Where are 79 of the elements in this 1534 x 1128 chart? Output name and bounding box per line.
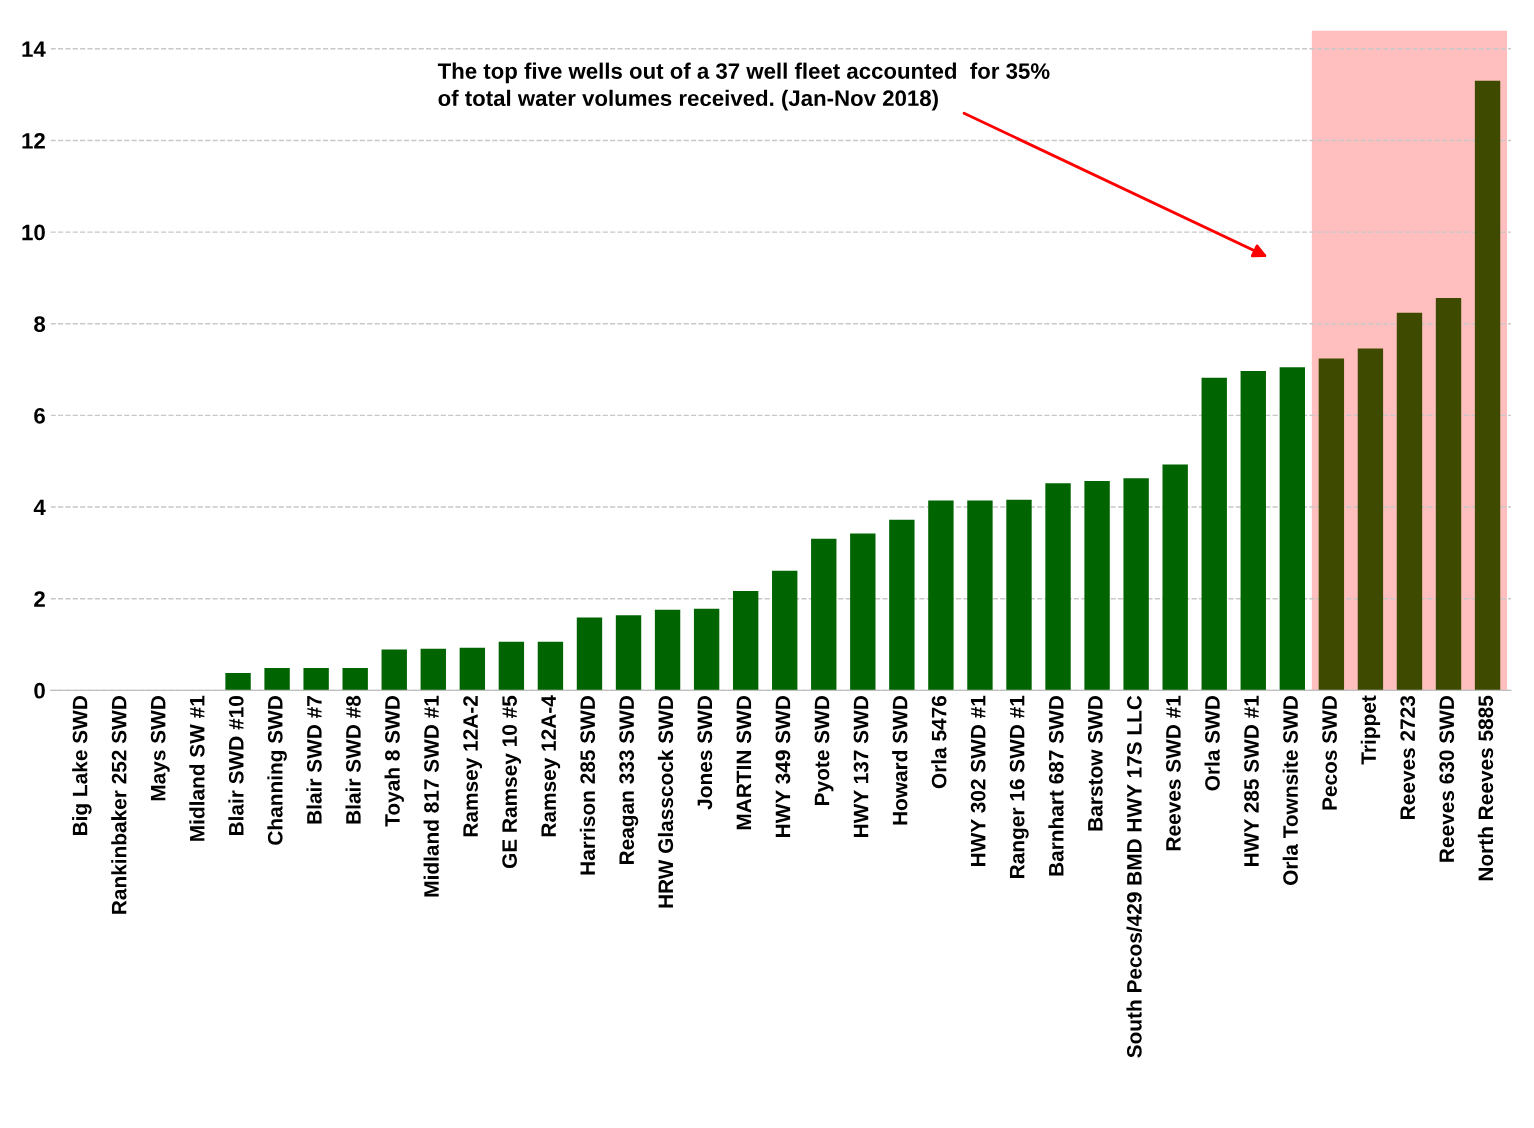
x-tick-label: Howard SWD (892, 696, 908, 825)
bar (1201, 377, 1227, 691)
bar (1435, 298, 1462, 691)
x-tick-label: Pyote SWD (814, 696, 834, 805)
y-tick-label: 14 (22, 41, 46, 57)
x-tick-label: Orla SWD (1204, 696, 1220, 791)
x-tick-label: Reagan 333 SWD (619, 696, 639, 864)
bar (889, 519, 915, 691)
bar (928, 500, 954, 691)
bar (537, 641, 564, 691)
bar (1084, 480, 1110, 691)
bar (420, 648, 446, 691)
bar (381, 649, 407, 691)
bar (732, 590, 759, 691)
x-tick-label: Ramsey 12A-2 (463, 696, 483, 837)
x-tick-label: Reeves SWD #1 (1166, 695, 1181, 851)
x-tick-label: Orla 5476 (931, 695, 947, 789)
y-tick-label: 8 (34, 316, 46, 333)
y-tick-label: 10 (22, 224, 45, 241)
x-tick-label: HWY 302 SWD #1 (970, 695, 986, 866)
bar (1318, 358, 1345, 691)
bar (1279, 367, 1306, 691)
y-tick-label: 6 (34, 407, 45, 424)
bar (264, 667, 290, 691)
x-tick-label: HWY 349 SWD (775, 696, 791, 837)
x-tick-label: Orla Townsite SWD (1282, 696, 1298, 885)
x-tick-label: South Pecos/429 BMD HWY 17S LLC (1126, 695, 1142, 1058)
bar (576, 617, 603, 691)
y-tick-label: 12 (22, 132, 45, 149)
x-tick-label: Pecos SWD (1322, 696, 1337, 810)
bar (225, 672, 251, 691)
y-tick-label: 0 (34, 682, 45, 699)
x-tick-label: GE Ramsey 10 #5 (502, 695, 522, 869)
bar (1045, 483, 1071, 691)
x-tick-label: Rankinbaker 252 SWD (111, 696, 127, 914)
x-tick-label: Blair SWD #10 (228, 696, 244, 836)
x-tick-label: Jones SWD (697, 696, 713, 810)
x-tick-label: Barnhart 687 SWD (1048, 696, 1064, 876)
x-tick-label: Channing SWD (267, 696, 287, 845)
bar (1357, 348, 1384, 691)
bar (1123, 478, 1149, 691)
x-tick-label: Toyah 8 SWD (384, 696, 404, 827)
y-tick-label: 4 (33, 499, 46, 516)
bar (1240, 370, 1266, 691)
x-tick-label: Ranger 16 SWD #1 (1009, 695, 1029, 878)
x-tick-label: Blair SWD #7 (306, 696, 322, 824)
x-tick-label: Mays SWD (150, 696, 170, 801)
bar (303, 667, 329, 691)
x-tick-label: HWY 285 SWD #1 (1244, 695, 1259, 866)
bar (850, 533, 876, 691)
bar (967, 500, 993, 691)
x-tick-label: HRW Glasscock SWD (657, 696, 674, 908)
x-tick-label: Midland 817 SWD #1 (423, 695, 439, 897)
x-tick-label: MARTIN SWD (736, 696, 752, 830)
bar (342, 667, 368, 691)
bar (615, 615, 642, 691)
bar (498, 641, 525, 691)
x-tick-label: HWY 137 SWD (853, 696, 869, 837)
bar (693, 608, 720, 691)
bar (654, 609, 681, 691)
x-tick-label: Trippet (1360, 695, 1381, 765)
y-tick-label: 2 (34, 591, 45, 607)
bar (811, 538, 837, 691)
annotation: The top five wells out of a 37 well fleet accounted for 35% of total water volumes received. (Jan-Nov 2018) (437, 62, 1050, 111)
x-tick-label: Midland SW #1 (189, 695, 205, 841)
x-tick-label: Harrison 285 SWD (579, 696, 596, 875)
x-tick-label: Ramsey 12A-4 (541, 695, 561, 837)
x-tick-label: Blair SWD #8 (345, 695, 361, 824)
bar (1162, 464, 1188, 691)
bar (1006, 499, 1032, 691)
x-tick-label: North Reeves 5885 (1477, 695, 1494, 881)
bar (459, 647, 486, 691)
x-tick-label: Reeves 2723 (1400, 695, 1416, 819)
x-tick-label: Reeves 630 SWD (1439, 696, 1455, 862)
x-tick-label: Big Lake SWD (72, 696, 92, 836)
bar (772, 570, 798, 691)
bar (1396, 312, 1423, 691)
x-tick-label: Barstow SWD (1087, 696, 1103, 831)
bar (1474, 80, 1501, 691)
